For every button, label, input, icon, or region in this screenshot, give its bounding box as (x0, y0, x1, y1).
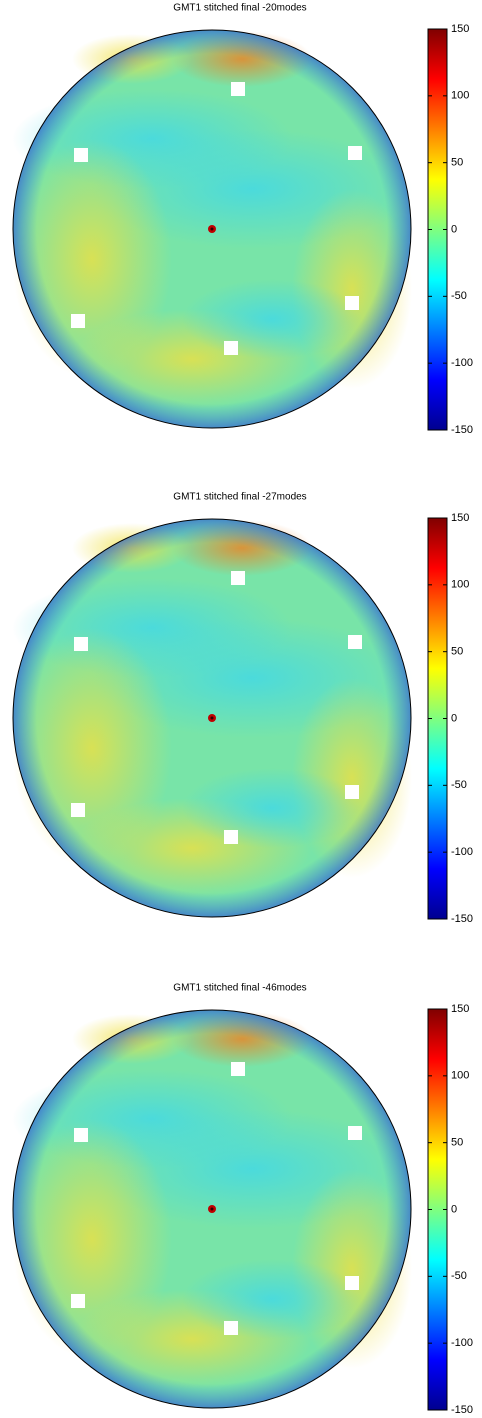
surface-map (12, 1010, 412, 1408)
colorbar-tick-label: -100 (451, 357, 473, 369)
colorbar-tick-label: 0 (451, 223, 457, 235)
colorbar-tick-label: -50 (451, 779, 467, 791)
surface-map (12, 519, 412, 917)
colorbar-tick-label: -150 (451, 913, 473, 925)
colorbar-tick-label: -50 (451, 290, 467, 302)
colorbar-tick-label: -50 (451, 1270, 467, 1282)
colorbar-tick-label: 150 (451, 23, 469, 35)
chart-title: GMT1 stitched final -20modes (173, 3, 306, 14)
center-dot (211, 717, 214, 720)
colorbar-tick-label: 0 (451, 1203, 457, 1215)
colorbar-tick-label: 100 (451, 1070, 469, 1082)
support-hole (348, 635, 362, 649)
colorbar-tick-label: 50 (451, 157, 463, 169)
colorbar-tick-label: 0 (451, 712, 457, 724)
center-dot (211, 1208, 214, 1211)
support-hole (74, 637, 88, 651)
colorbar-tick-label: -100 (451, 846, 473, 858)
support-hole (71, 803, 85, 817)
surface-map (12, 30, 412, 428)
support-hole (231, 1062, 245, 1076)
support-hole (74, 1128, 88, 1142)
colorbar-tick-label: 50 (451, 646, 463, 658)
support-hole (71, 1294, 85, 1308)
colorbar-tick-label: 150 (451, 512, 469, 524)
support-hole (224, 341, 238, 355)
support-hole (345, 785, 359, 799)
support-hole (348, 1126, 362, 1140)
support-hole (74, 148, 88, 162)
support-hole (224, 830, 238, 844)
colorbar-tick-label: 100 (451, 579, 469, 591)
colorbar-tick-label: -150 (451, 424, 473, 436)
colorbar-tick-label: 100 (451, 90, 469, 102)
colorbar-tick-label: -100 (451, 1337, 473, 1349)
colorbar-tick-label: -150 (451, 1404, 473, 1416)
support-hole (231, 571, 245, 585)
figure: GMT1 stitched final -20modes -150 -100 -50 0… (0, 0, 482, 1418)
page: {"chart_data": [ {"type": "heatmap", "ti… (0, 0, 482, 1418)
colorbar-tick-label: 150 (451, 1003, 469, 1015)
support-hole (231, 82, 245, 96)
chart-title: GMT1 stitched final -46modes (173, 983, 306, 994)
support-hole (348, 146, 362, 160)
support-hole (345, 1276, 359, 1290)
chart-title: GMT1 stitched final -27modes (173, 492, 306, 503)
center-dot (211, 228, 214, 231)
support-hole (224, 1321, 238, 1335)
colorbar-tick-label: 50 (451, 1137, 463, 1149)
support-hole (71, 314, 85, 328)
support-hole (345, 296, 359, 310)
